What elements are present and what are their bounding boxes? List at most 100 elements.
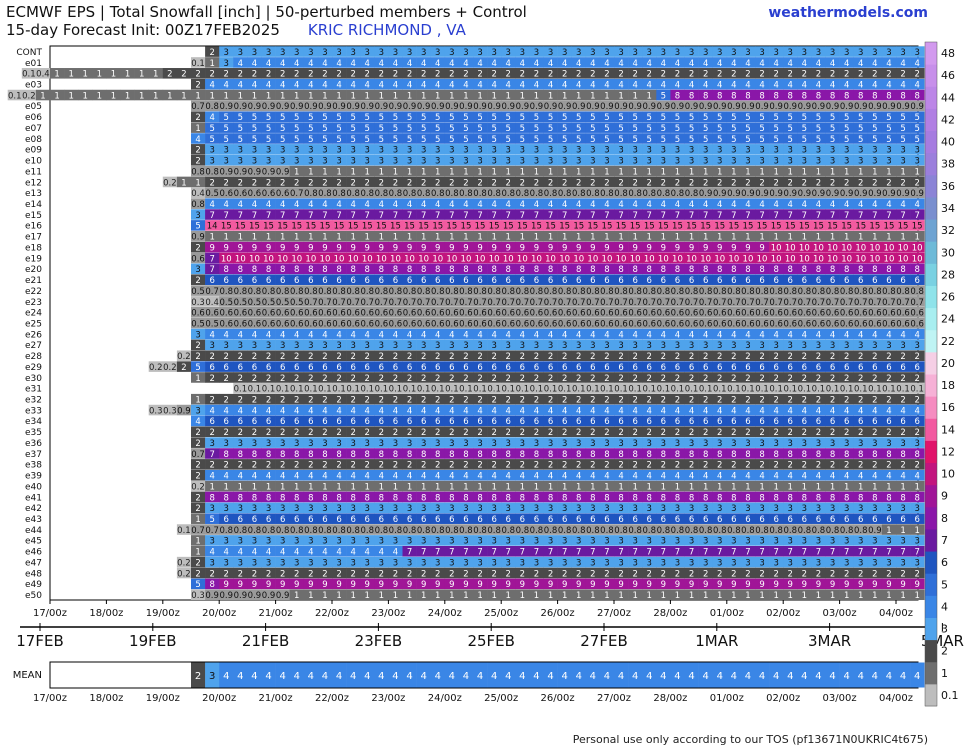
cell-value: 6 [886,417,891,427]
cell-value: 3 [886,48,891,58]
cell-value: 3 [731,439,736,449]
cell [148,68,164,79]
cell [374,154,389,166]
cell-value: 5 [506,113,511,123]
cell-value: 1 [336,167,341,177]
cell-value: 6 [365,515,370,525]
cell [769,209,784,220]
cell [585,144,601,155]
cell-value: 2 [576,352,581,362]
cell-value: 4 [731,330,736,340]
cell-value: 3 [379,504,384,514]
cell-value: 2 [435,352,440,362]
cell-value: 5 [322,124,327,134]
cell-value: 6 [308,515,313,525]
cell-value: 0.6 [868,309,882,319]
cell-value: 9 [350,243,355,253]
cell-value: 9 [209,243,214,253]
cell-value: 3 [350,504,355,514]
cell-value: 0.8 [375,189,389,199]
cell-value: 5 [731,135,736,145]
cell-value: 0.9 [783,189,797,199]
cell-value: 3 [900,439,905,449]
cell-value: 2 [731,396,736,406]
cell-value: 3 [590,439,595,449]
cell-value: 1 [379,91,384,101]
cell-value: 10 [898,254,909,264]
cell [811,198,826,209]
cell [642,198,657,209]
cell-value: 15 [263,222,274,232]
cell [219,144,234,155]
cell [346,220,361,231]
cell [614,78,629,90]
cell [388,220,403,231]
cell-value: 5 [773,124,778,134]
cell-value: 2 [788,396,793,406]
cell-value: 0.6 [445,309,459,319]
member-label: e36 [25,439,42,449]
cell-value: 4 [703,330,708,340]
cell-value: 2 [548,374,553,384]
cell-value: 0.8 [657,189,671,199]
cell [769,144,784,155]
cell-value: 2 [393,178,398,188]
brand-link[interactable]: weathermodels.com [768,5,928,21]
cell-value: 8 [830,265,835,275]
cell-value: 15 [531,222,542,232]
cell-value: 6 [788,276,793,286]
cell [698,154,713,166]
cell-value: 0.8 [431,526,445,536]
cell-value: 8 [590,493,595,503]
cell-value: 2 [886,178,891,188]
cell-value: 6 [421,417,426,427]
cell-value: 8 [830,450,835,460]
cell [303,187,319,199]
cell-value: 5 [195,363,200,373]
cell-value: 4 [604,472,609,482]
cell-value: 6 [435,363,440,373]
cell-value: 2 [576,374,581,384]
cell-value: 0.5 [276,298,290,308]
cell [388,144,403,155]
cell-value: 1 [576,233,581,243]
cell-value: 1 [449,167,454,177]
cell [910,187,925,199]
cell-value: 4 [350,472,355,482]
cell-value: 0.6 [558,309,572,319]
cell-value: 8 [886,493,891,503]
cell [726,220,742,231]
cell [614,111,629,123]
cell-value: 7 [858,548,863,558]
cell-value: 6 [506,363,511,373]
cell-value: 9 [322,243,327,253]
cell-value: 2 [745,461,750,471]
cell-value: 3 [379,48,384,58]
cell-value: 2 [463,461,468,471]
cell [191,230,206,242]
cell-value: 3 [393,504,398,514]
cell [896,46,911,57]
cell-value: 2 [802,352,807,362]
cell [628,187,643,199]
cell [585,165,601,177]
cell-value: 8 [379,493,384,503]
cell-value: 2 [914,178,919,188]
cell-value: 3 [731,48,736,58]
cell-value: 0.9 [671,102,685,112]
cell-value: 8 [336,265,341,275]
cell-value: 3 [520,504,525,514]
cell [755,209,770,220]
cell-value: 1 [520,167,525,177]
cell-value: 10 [362,254,373,264]
cell-value: 0.1 [417,385,431,395]
cell-value: 8 [562,450,567,460]
cell-value: 2 [604,352,609,362]
station-name: KRIC RICHMOND , VA [308,21,466,39]
cell [332,78,347,90]
cell-value: 0.7 [191,526,205,536]
cell-value: 3 [661,537,666,547]
cell [191,198,206,209]
cell-value: 6 [816,363,821,373]
cell [289,122,305,133]
